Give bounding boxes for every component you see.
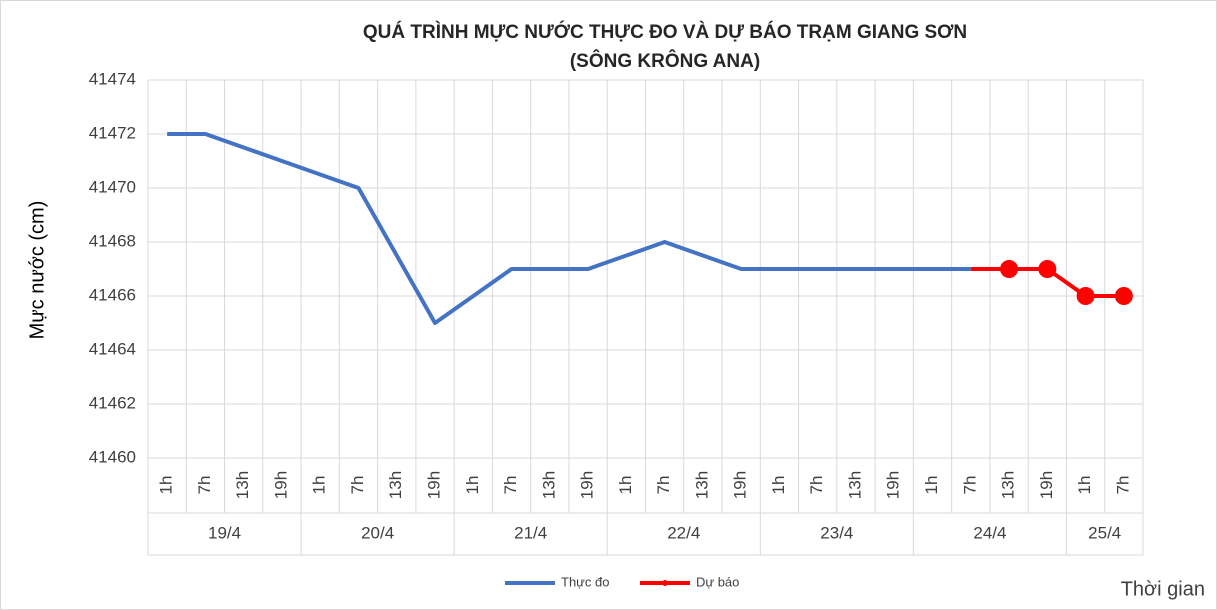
x-tick-label: 13h bbox=[845, 471, 864, 499]
x-tick-label: 7h bbox=[348, 476, 367, 495]
series-line bbox=[167, 132, 971, 325]
group-label: 24/4 bbox=[973, 523, 1006, 542]
x-tick-label: 1h bbox=[157, 476, 176, 495]
x-tick-label: 1h bbox=[310, 476, 329, 495]
x-tick-label: 1h bbox=[616, 476, 635, 495]
x-tick-label: 19h bbox=[271, 471, 290, 499]
group-label: 21/4 bbox=[514, 523, 547, 542]
legend-label: Thực đo bbox=[561, 574, 609, 589]
y-tick-label: 41472 bbox=[89, 123, 136, 142]
group-label: 22/4 bbox=[667, 523, 700, 542]
group-label: 23/4 bbox=[820, 523, 853, 542]
chart-title: QUÁ TRÌNH MỰC NƯỚC THỰC ĐO VÀ DỰ BÁO TRẠ… bbox=[363, 21, 967, 43]
x-tick-label: 19h bbox=[884, 471, 903, 499]
x-tick-label: 7h bbox=[195, 476, 214, 495]
chart-subtitle: (SÔNG KRÔNG ANA) bbox=[570, 50, 760, 72]
x-tick-label: 13h bbox=[999, 471, 1018, 499]
x-tick-label: 7h bbox=[960, 476, 979, 495]
y-tick-label: 41460 bbox=[89, 447, 136, 466]
y-tick-label: 41474 bbox=[89, 69, 136, 88]
series-marker bbox=[1114, 287, 1133, 305]
x-tick-label: 13h bbox=[539, 471, 558, 499]
series-marker bbox=[1038, 260, 1057, 278]
x-axis-label: Thời gian bbox=[1121, 578, 1205, 600]
series-marker bbox=[1076, 287, 1095, 305]
x-tick-label: 1h bbox=[769, 476, 788, 495]
x-tick-label: 7h bbox=[654, 476, 673, 495]
x-tick-label: 7h bbox=[501, 476, 520, 495]
x-tick-label: 19h bbox=[1037, 471, 1056, 499]
group-label: 19/4 bbox=[208, 523, 241, 542]
y-axis-label: Mực nước (cm) bbox=[26, 201, 48, 340]
legend-marker bbox=[662, 580, 668, 586]
x-tick-label: 19h bbox=[425, 471, 444, 499]
y-tick-label: 41468 bbox=[89, 231, 136, 250]
group-label: 25/4 bbox=[1088, 523, 1121, 542]
group-label: 20/4 bbox=[361, 523, 394, 542]
x-tick-label: 7h bbox=[807, 476, 826, 495]
y-tick-label: 41462 bbox=[89, 393, 136, 412]
y-tick-label: 41464 bbox=[89, 339, 136, 358]
x-tick-label: 13h bbox=[692, 471, 711, 499]
x-tick-label: 13h bbox=[386, 471, 405, 499]
x-tick-label: 1h bbox=[922, 476, 941, 495]
y-tick-label: 41466 bbox=[89, 285, 136, 304]
x-tick-label: 1h bbox=[1075, 476, 1094, 495]
series-marker bbox=[1000, 260, 1019, 278]
x-tick-label: 7h bbox=[1113, 476, 1132, 495]
y-tick-label: 41470 bbox=[89, 177, 136, 196]
x-tick-label: 19h bbox=[731, 471, 750, 499]
x-tick-label: 19h bbox=[578, 471, 597, 499]
legend-label: Dự báo bbox=[696, 574, 739, 589]
x-tick-label: 1h bbox=[463, 476, 482, 495]
x-tick-label: 13h bbox=[233, 471, 252, 499]
